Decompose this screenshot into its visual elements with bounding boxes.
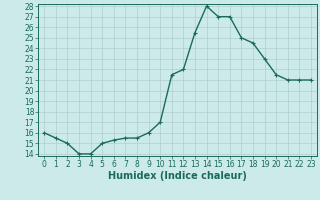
X-axis label: Humidex (Indice chaleur): Humidex (Indice chaleur) bbox=[108, 171, 247, 181]
